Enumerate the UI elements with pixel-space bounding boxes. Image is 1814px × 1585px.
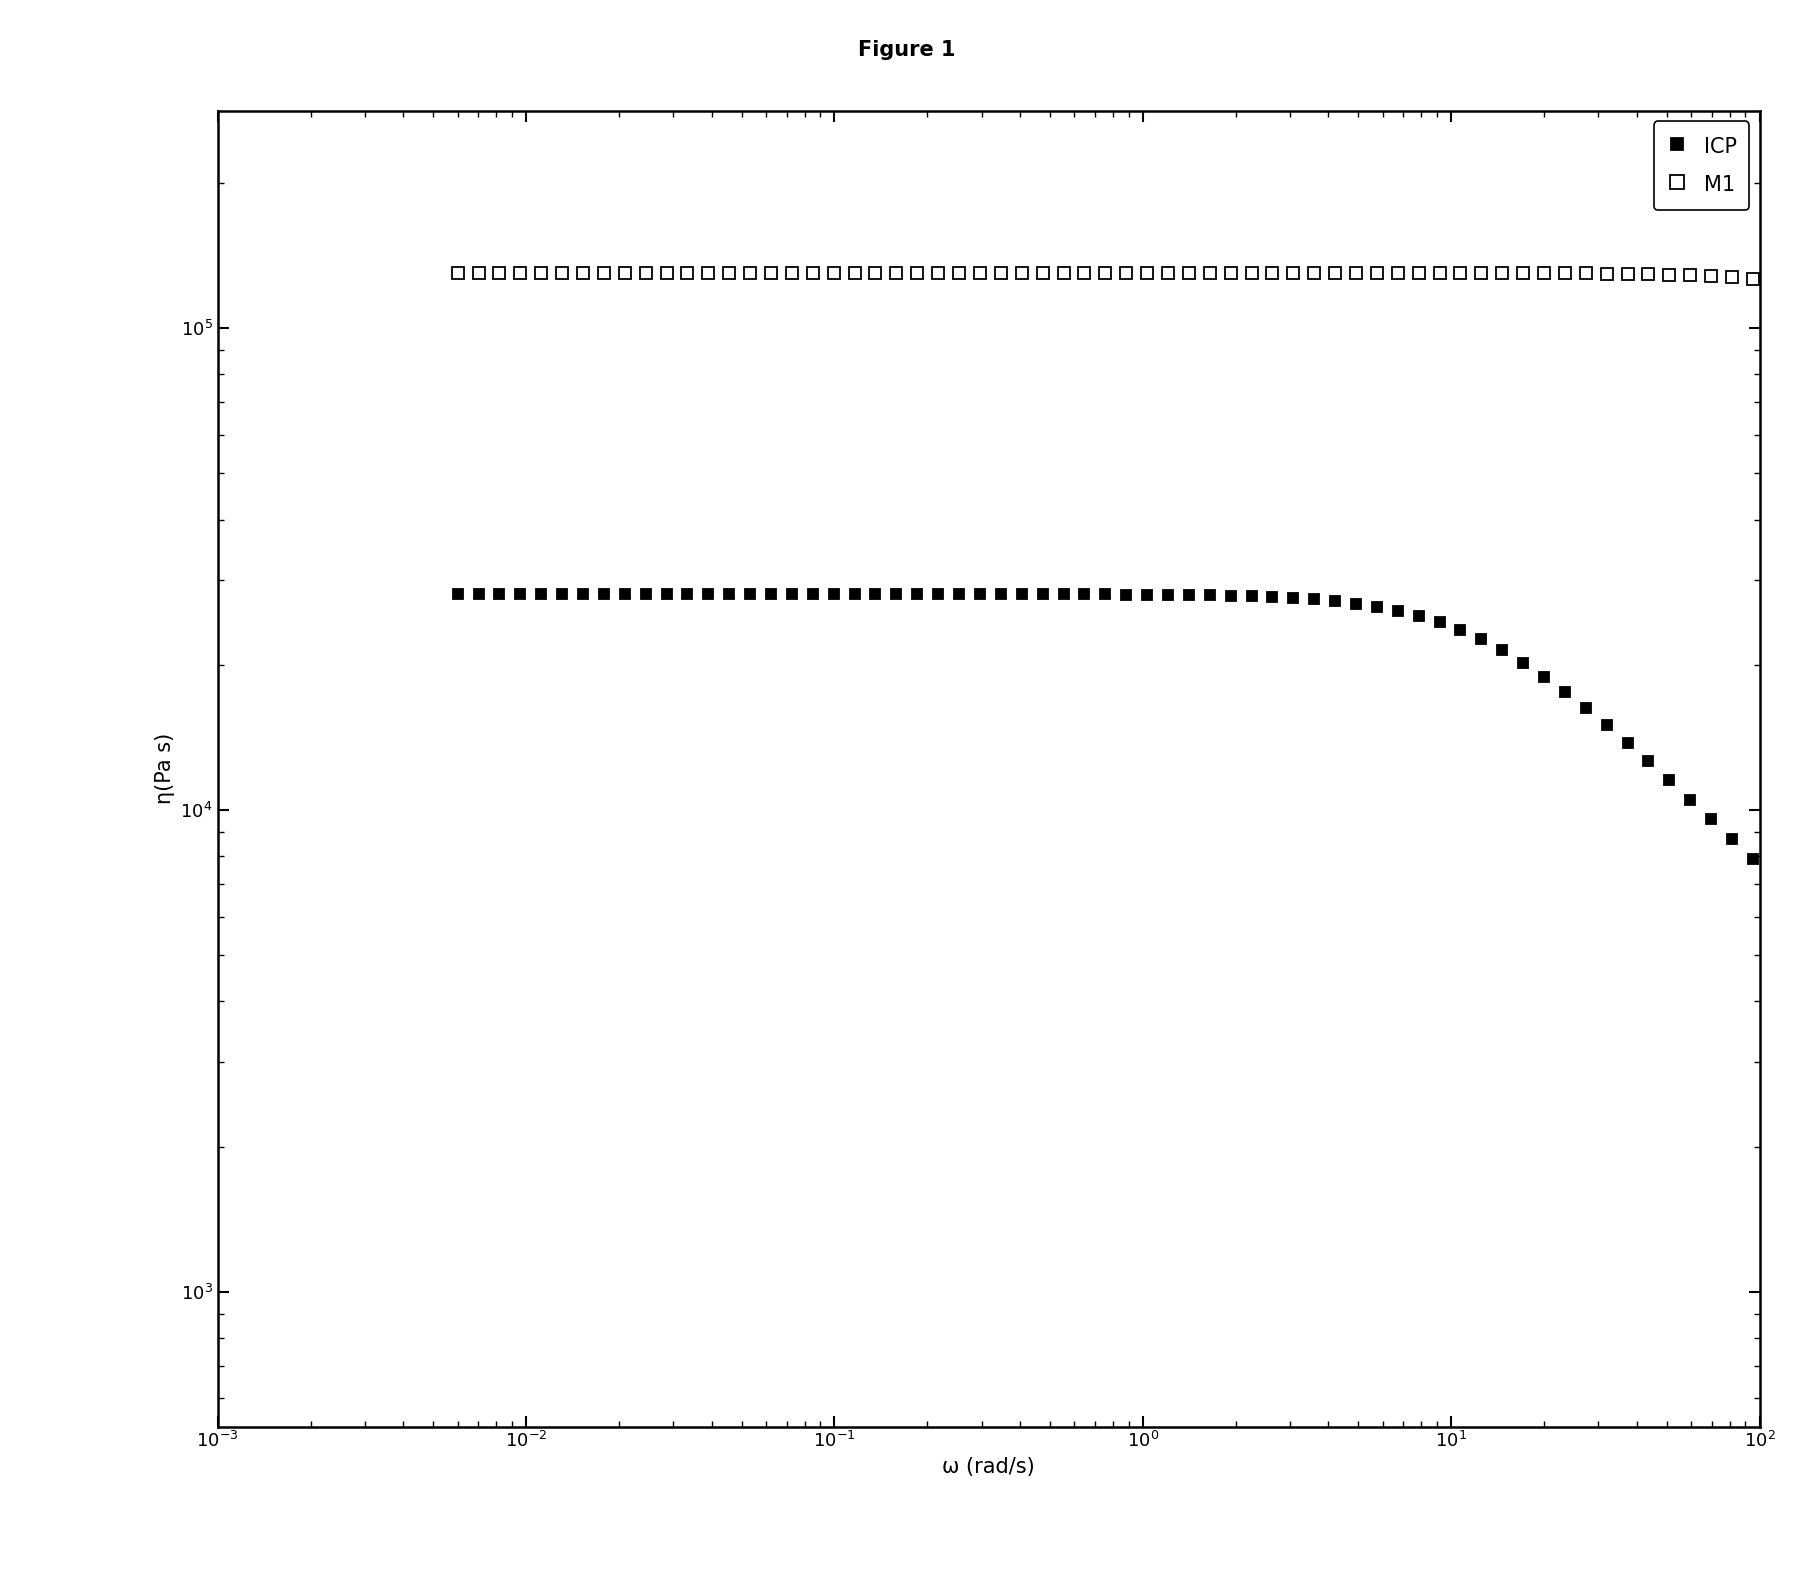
M1	[1596, 265, 1618, 284]
M1	[844, 263, 865, 282]
Y-axis label: η(Pa s): η(Pa s)	[154, 734, 174, 804]
Line: M1: M1	[452, 268, 1799, 290]
Text: Figure 1: Figure 1	[858, 40, 956, 60]
Line: ICP: ICP	[454, 590, 1799, 903]
ICP	[446, 585, 468, 604]
M1	[760, 263, 782, 282]
M1	[1783, 274, 1805, 293]
M1	[1010, 263, 1032, 282]
X-axis label: ω (rad/s): ω (rad/s)	[941, 1457, 1036, 1477]
M1	[446, 263, 468, 282]
ICP	[1783, 889, 1805, 908]
ICP	[1741, 850, 1763, 869]
ICP	[844, 585, 865, 604]
ICP	[1596, 716, 1618, 735]
M1	[1741, 269, 1763, 288]
Legend: ICP, M1: ICP, M1	[1654, 122, 1749, 209]
ICP	[760, 585, 782, 604]
M1	[1136, 263, 1157, 282]
ICP	[1010, 585, 1032, 604]
ICP	[1136, 585, 1157, 604]
